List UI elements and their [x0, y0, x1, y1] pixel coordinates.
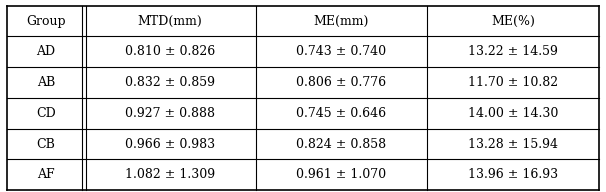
Text: 1.082 ± 1.309: 1.082 ± 1.309 — [125, 168, 215, 181]
Text: Group: Group — [26, 15, 65, 28]
Text: 0.961 ± 1.070: 0.961 ± 1.070 — [296, 168, 387, 181]
Text: 0.966 ± 0.983: 0.966 ± 0.983 — [125, 137, 215, 151]
Text: 13.28 ± 15.94: 13.28 ± 15.94 — [468, 137, 558, 151]
Text: 14.00 ± 14.30: 14.00 ± 14.30 — [468, 107, 558, 120]
Text: ME(mm): ME(mm) — [314, 15, 369, 28]
Text: 11.70 ± 10.82: 11.70 ± 10.82 — [468, 76, 558, 89]
Text: AD: AD — [36, 45, 55, 58]
Text: 0.745 ± 0.646: 0.745 ± 0.646 — [296, 107, 387, 120]
Text: 0.824 ± 0.858: 0.824 ± 0.858 — [296, 137, 387, 151]
Text: MTD(mm): MTD(mm) — [138, 15, 202, 28]
Text: ME(%): ME(%) — [491, 15, 535, 28]
Text: 0.810 ± 0.826: 0.810 ± 0.826 — [125, 45, 215, 58]
Text: 0.927 ± 0.888: 0.927 ± 0.888 — [125, 107, 215, 120]
Text: CB: CB — [36, 137, 55, 151]
Text: AB: AB — [36, 76, 55, 89]
Text: AF: AF — [37, 168, 55, 181]
Text: 13.22 ± 14.59: 13.22 ± 14.59 — [468, 45, 558, 58]
Text: 0.743 ± 0.740: 0.743 ± 0.740 — [296, 45, 387, 58]
Text: 0.832 ± 0.859: 0.832 ± 0.859 — [125, 76, 215, 89]
Text: 0.806 ± 0.776: 0.806 ± 0.776 — [296, 76, 387, 89]
Text: 13.96 ± 16.93: 13.96 ± 16.93 — [468, 168, 558, 181]
Text: CD: CD — [36, 107, 56, 120]
